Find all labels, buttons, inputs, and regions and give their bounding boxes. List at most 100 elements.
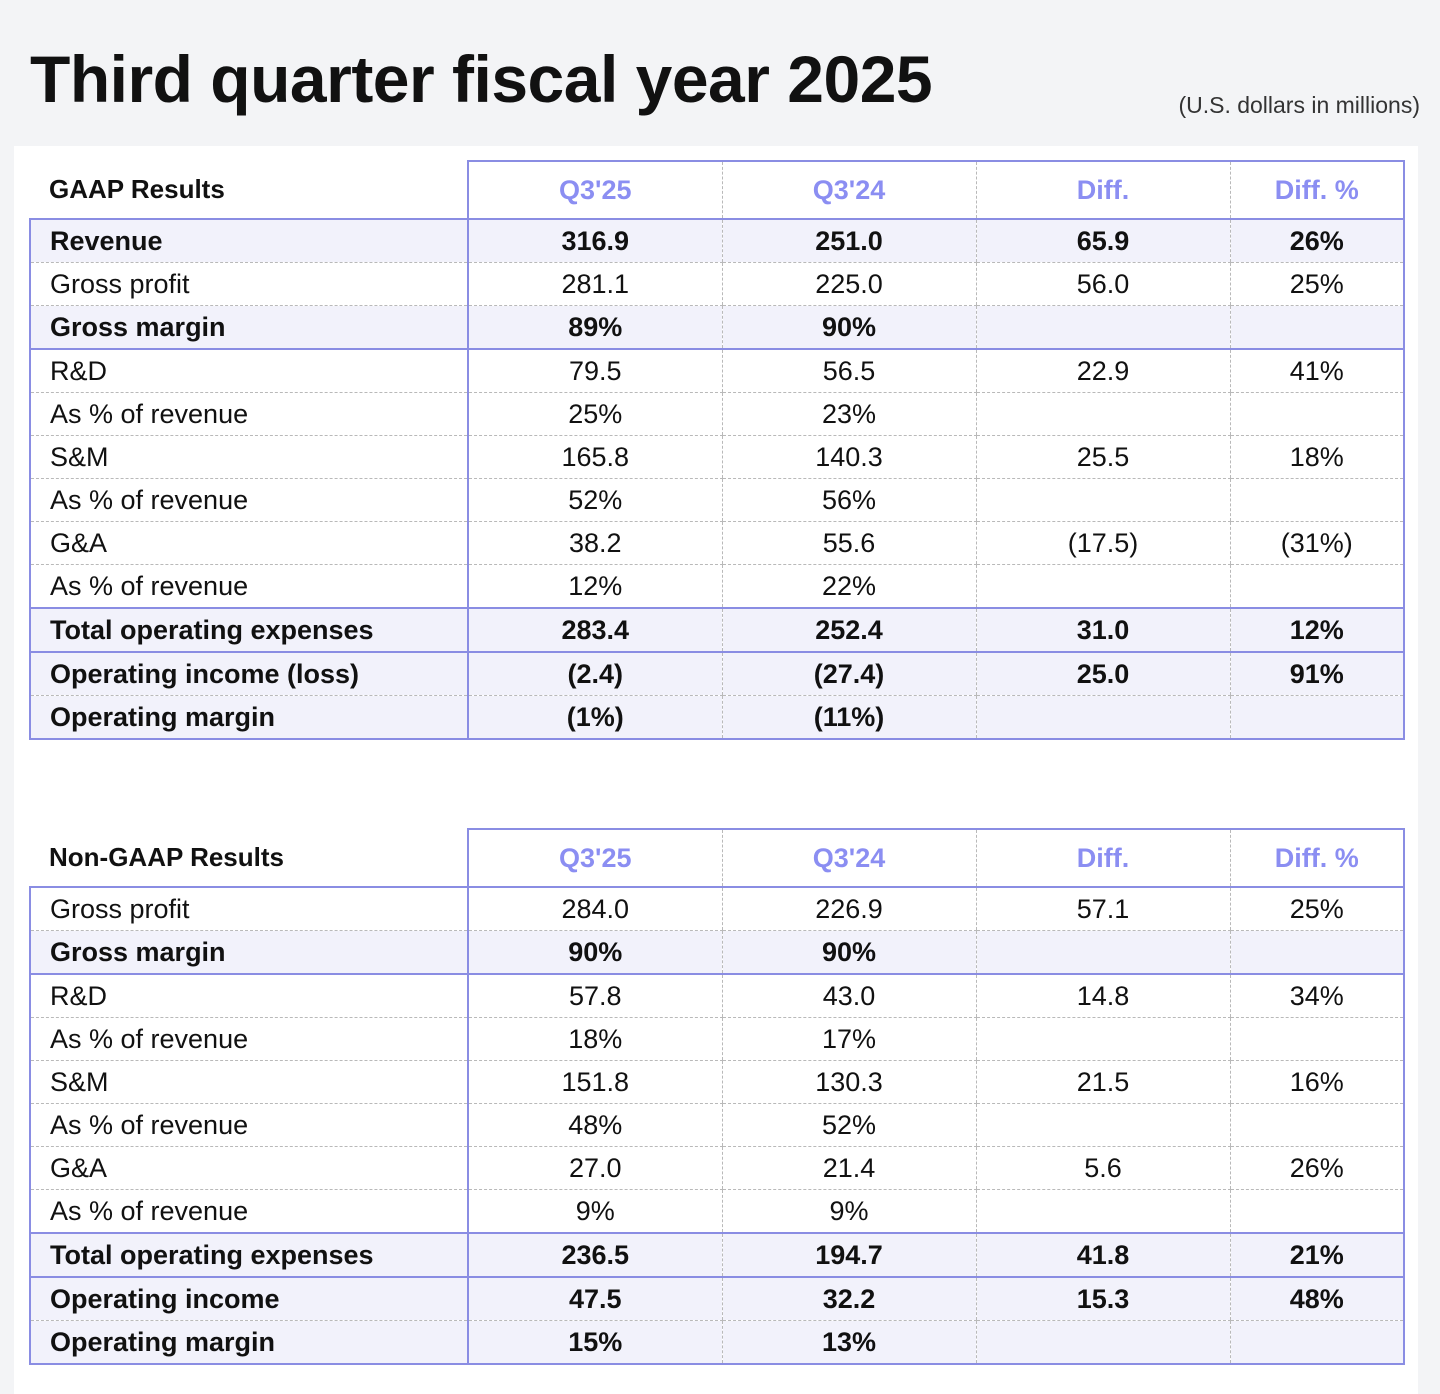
table-row: Revenue 316.9 251.0 65.9 26% <box>29 218 1405 263</box>
column-header-q3-25: Q3'25 <box>467 160 722 219</box>
row-label: Operating income <box>29 1276 469 1321</box>
cell-value: 251.0 <box>721 218 976 263</box>
cell-value: 23% <box>721 392 976 436</box>
cell-value: 91% <box>1229 651 1405 696</box>
section-label: GAAP Results <box>30 161 469 219</box>
row-label: As % of revenue <box>29 478 469 522</box>
cell-value <box>1229 305 1405 350</box>
cell-value: 52% <box>721 1103 976 1147</box>
cell-value: 52% <box>467 478 722 522</box>
cell-value: 226.9 <box>721 886 976 931</box>
row-label: G&A <box>29 521 469 565</box>
cell-value <box>1229 392 1405 436</box>
row-label: Total operating expenses <box>29 1232 469 1278</box>
section-label: Non-GAAP Results <box>30 829 469 887</box>
cell-value <box>1229 564 1405 609</box>
cell-value <box>975 478 1230 522</box>
table-row: Operating income (loss) (2.4) (27.4) 25.… <box>29 651 1405 696</box>
cell-value: 56.5 <box>721 348 976 393</box>
cell-value: 90% <box>467 930 722 975</box>
cell-value <box>975 564 1230 609</box>
cell-value: 31.0 <box>975 607 1230 653</box>
cell-value: 41.8 <box>975 1232 1230 1278</box>
table-row: Total operating expenses 236.5 194.7 41.… <box>29 1232 1405 1278</box>
column-header-diff: Diff. <box>975 828 1230 887</box>
row-label: As % of revenue <box>29 1103 469 1147</box>
column-header-q3-24: Q3'24 <box>721 160 976 219</box>
column-header-diff-pct: Diff. % <box>1229 828 1405 887</box>
row-label: Gross margin <box>29 305 469 350</box>
cell-value: 25.0 <box>975 651 1230 696</box>
cell-value: (27.4) <box>721 651 976 696</box>
row-label: Revenue <box>29 218 469 263</box>
cell-value: 89% <box>467 305 722 350</box>
cell-value: 18% <box>467 1017 722 1061</box>
cell-value: 56.0 <box>975 262 1230 306</box>
cell-value: 22% <box>721 564 976 609</box>
cell-value: (1%) <box>467 695 722 740</box>
cell-value: 165.8 <box>467 435 722 479</box>
cell-value: 15.3 <box>975 1276 1230 1321</box>
non-gaap-results-table: Non-GAAP Results Q3'25 Q3'24 Diff. Diff.… <box>29 828 1405 1365</box>
cell-value: 27.0 <box>467 1146 722 1190</box>
cell-value: 47.5 <box>467 1276 722 1321</box>
table-row: Operating margin 15% 13% <box>29 1320 1405 1365</box>
table-row: R&D 79.5 56.5 22.9 41% <box>29 348 1405 393</box>
column-header-q3-25: Q3'25 <box>467 828 722 887</box>
cell-value: 79.5 <box>467 348 722 393</box>
cell-value: 34% <box>1229 973 1405 1018</box>
cell-value <box>975 695 1230 740</box>
cell-value: 48% <box>467 1103 722 1147</box>
cell-value: 57.8 <box>467 973 722 1018</box>
row-label: Gross margin <box>29 930 469 975</box>
cell-value <box>1229 1189 1405 1234</box>
cell-value <box>975 305 1230 350</box>
cell-value: 57.1 <box>975 886 1230 931</box>
row-label: As % of revenue <box>29 564 469 609</box>
row-label: Operating margin <box>29 1320 469 1365</box>
cell-value <box>975 1189 1230 1234</box>
cell-value: (31%) <box>1229 521 1405 565</box>
cell-value: (17.5) <box>975 521 1230 565</box>
cell-value: 283.4 <box>467 607 722 653</box>
cell-value: 236.5 <box>467 1232 722 1278</box>
cell-value: 65.9 <box>975 218 1230 263</box>
row-label: Gross profit <box>29 886 469 931</box>
cell-value <box>1229 1103 1405 1147</box>
cell-value: 14.8 <box>975 973 1230 1018</box>
row-label: As % of revenue <box>29 1189 469 1234</box>
table-row: G&A 27.0 21.4 5.6 26% <box>29 1146 1405 1190</box>
table-row: Total operating expenses 283.4 252.4 31.… <box>29 607 1405 653</box>
cell-value: 12% <box>467 564 722 609</box>
row-label: Operating margin <box>29 695 469 740</box>
cell-value: 25% <box>1229 886 1405 931</box>
row-label: S&M <box>29 435 469 479</box>
cell-value <box>975 930 1230 975</box>
cell-value: 26% <box>1229 218 1405 263</box>
cell-value: 25.5 <box>975 435 1230 479</box>
cell-value <box>1229 930 1405 975</box>
cell-value: 22.9 <box>975 348 1230 393</box>
cell-value: 13% <box>721 1320 976 1365</box>
cell-value: 140.3 <box>721 435 976 479</box>
table-row: Operating margin (1%) (11%) <box>29 695 1405 740</box>
cell-value <box>975 1320 1230 1365</box>
cell-value: 5.6 <box>975 1146 1230 1190</box>
table-row: As % of revenue 52% 56% <box>29 478 1405 522</box>
cell-value: 15% <box>467 1320 722 1365</box>
units-note: (U.S. dollars in millions) <box>1178 92 1420 118</box>
cell-value: 26% <box>1229 1146 1405 1190</box>
cell-value: 281.1 <box>467 262 722 306</box>
cell-value: 12% <box>1229 607 1405 653</box>
row-label: G&A <box>29 1146 469 1190</box>
row-label: Operating income (loss) <box>29 651 469 696</box>
cell-value: 151.8 <box>467 1060 722 1104</box>
cell-value <box>1229 1320 1405 1365</box>
table-header-row: Non-GAAP Results Q3'25 Q3'24 Diff. Diff.… <box>30 828 1405 887</box>
row-label: R&D <box>29 348 469 393</box>
cell-value: 9% <box>721 1189 976 1234</box>
cell-value <box>1229 1017 1405 1061</box>
cell-value <box>975 1017 1230 1061</box>
row-label: Gross profit <box>29 262 469 306</box>
cell-value: 225.0 <box>721 262 976 306</box>
